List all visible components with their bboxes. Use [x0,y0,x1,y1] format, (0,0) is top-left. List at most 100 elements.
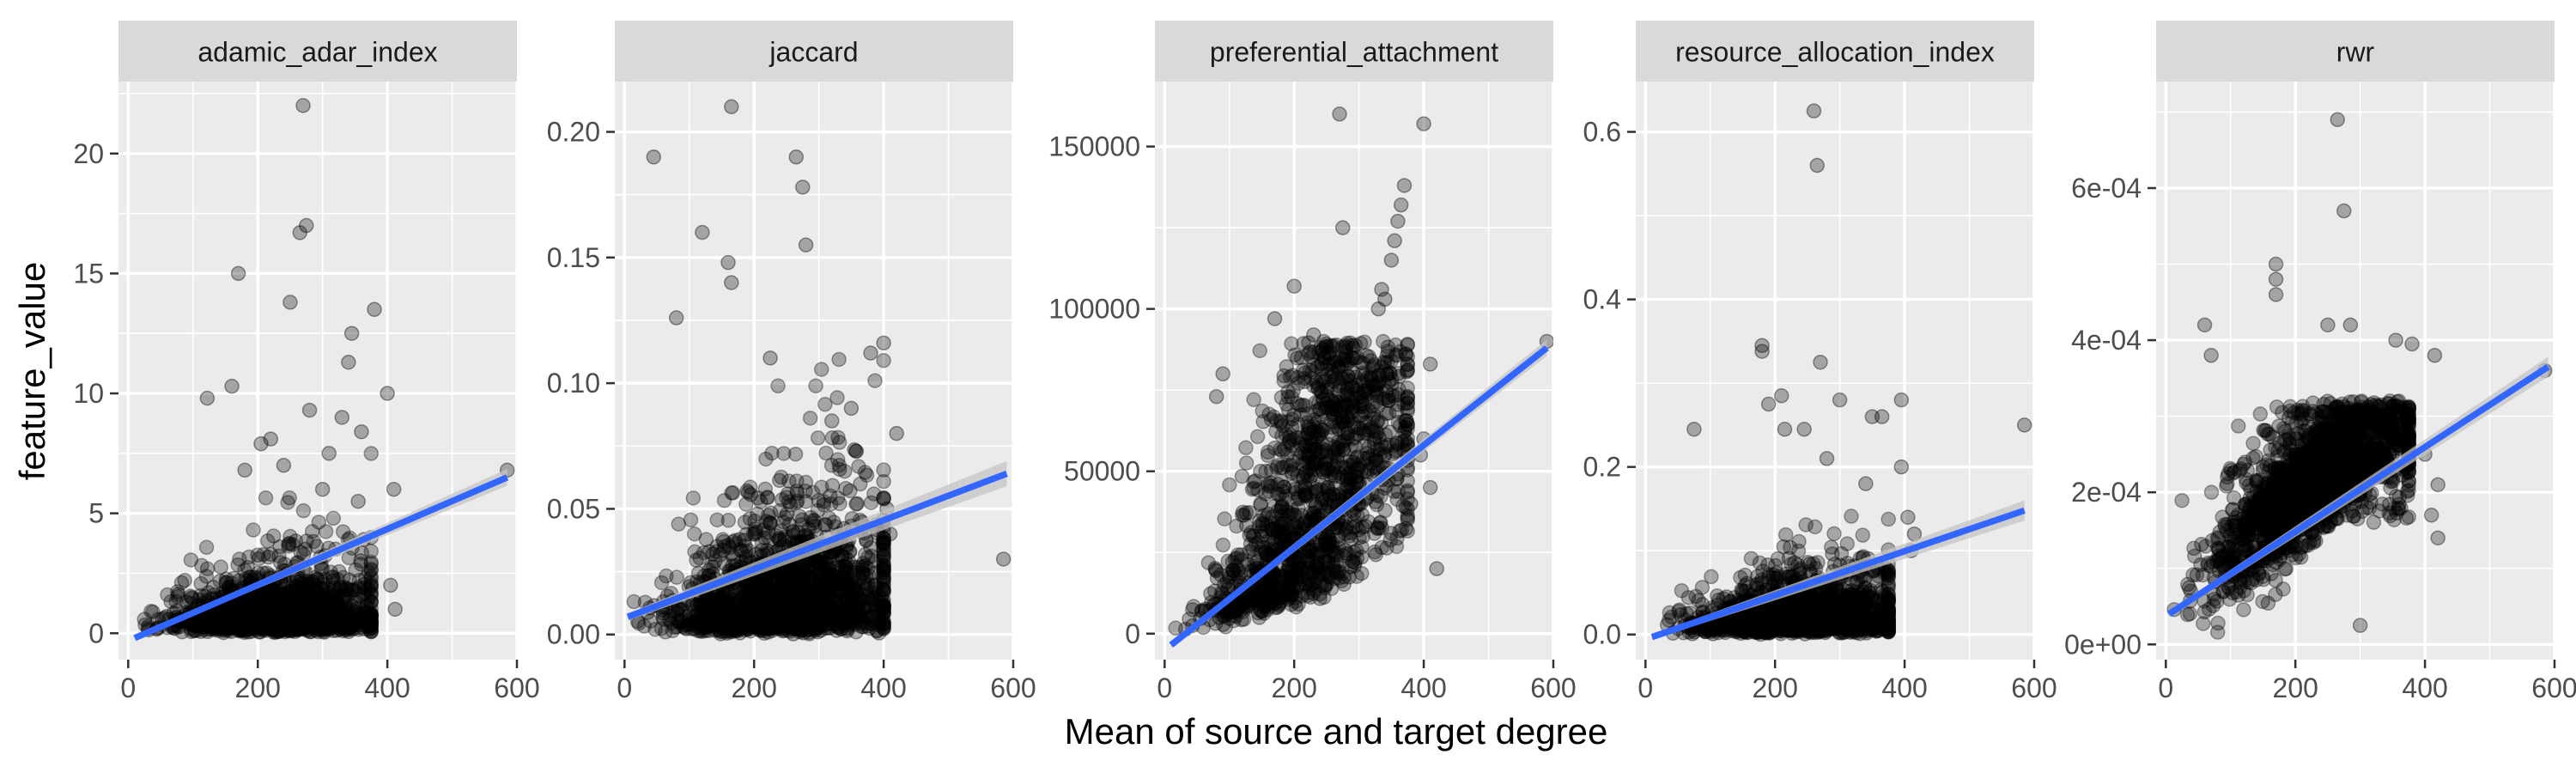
data-point [341,587,356,604]
data-point [363,607,379,624]
data-point [234,613,250,630]
data-point [243,598,258,614]
data-point [363,569,379,584]
data-point [232,620,247,636]
data-point [282,593,297,608]
data-point [273,616,289,632]
data-point [261,601,276,618]
data-point [238,613,253,629]
data-point [286,584,301,600]
data-point [297,612,313,629]
data-point [306,606,322,623]
data-point [345,582,361,598]
y-tick-label: 5 [88,498,104,529]
data-point [357,585,374,601]
data-point [356,611,372,627]
data-point [334,602,349,618]
data-point [306,594,322,610]
data-point [246,599,263,615]
data-point [267,616,283,632]
data-point [231,623,247,639]
data-point [217,612,233,627]
data-point [297,603,313,619]
data-point [1382,532,1399,548]
data-point [179,594,195,610]
data-point [280,619,296,636]
data-point [289,620,306,636]
data-point [309,606,325,622]
y-tick-label: 0 [1125,618,1140,649]
data-point [211,619,228,635]
data-point [770,378,786,394]
data-point [252,612,268,627]
data-point [282,606,298,623]
data-point [292,611,308,627]
data-point [283,583,299,600]
data-point [297,585,313,601]
data-point [363,624,379,640]
data-point [356,580,373,596]
data-point [270,603,286,619]
data-point [301,618,316,634]
data-point [1287,347,1303,363]
data-point [236,601,252,617]
data-point [300,589,316,606]
data-point [253,613,270,629]
data-point [1275,460,1291,476]
data-point [203,621,219,637]
data-point [233,610,248,625]
data-point [726,550,741,566]
data-point [363,600,379,617]
data-point [204,619,221,636]
data-point [276,617,291,632]
data-point [1280,585,1297,600]
data-point [226,618,241,635]
data-point [204,615,219,630]
data-point [289,604,305,619]
data-point [216,607,231,624]
data-point [318,603,333,619]
data-point [337,610,353,625]
data-point [301,617,318,632]
outlier-point [1215,366,1230,382]
data-point [336,569,351,586]
data-point [298,618,313,635]
data-point [302,624,318,640]
data-point [304,607,320,624]
data-point [275,593,291,608]
data-point [277,617,294,633]
data-point [218,612,234,628]
data-point [228,608,244,624]
data-point [263,600,279,617]
data-point [205,618,222,634]
data-point [283,600,300,615]
data-point [226,612,242,628]
data-point [289,602,305,618]
data-point [187,617,204,632]
data-point [195,622,210,637]
data-point [213,559,229,575]
data-point [333,612,349,628]
data-point [307,615,324,631]
data-point [234,618,250,633]
data-point [295,595,312,611]
data-point [309,539,325,554]
data-point [812,563,828,579]
data-point [1267,534,1283,551]
data-point [1240,557,1255,572]
data-point [764,445,780,461]
data-point [270,602,287,618]
data-point [787,446,804,462]
data-point [816,496,832,513]
data-point [254,618,270,634]
data-point [289,595,304,612]
data-point [275,598,290,613]
data-point [300,609,316,624]
data-point [331,618,346,635]
data-point [344,618,360,634]
data-point [317,571,333,587]
data-point [208,618,224,634]
data-point [261,606,277,622]
data-point [314,581,331,597]
data-point [350,581,367,597]
